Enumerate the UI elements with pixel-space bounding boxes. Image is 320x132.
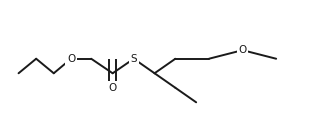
Text: O: O [238, 45, 247, 55]
Text: O: O [67, 54, 75, 64]
Text: S: S [131, 54, 137, 64]
Text: O: O [108, 83, 117, 93]
